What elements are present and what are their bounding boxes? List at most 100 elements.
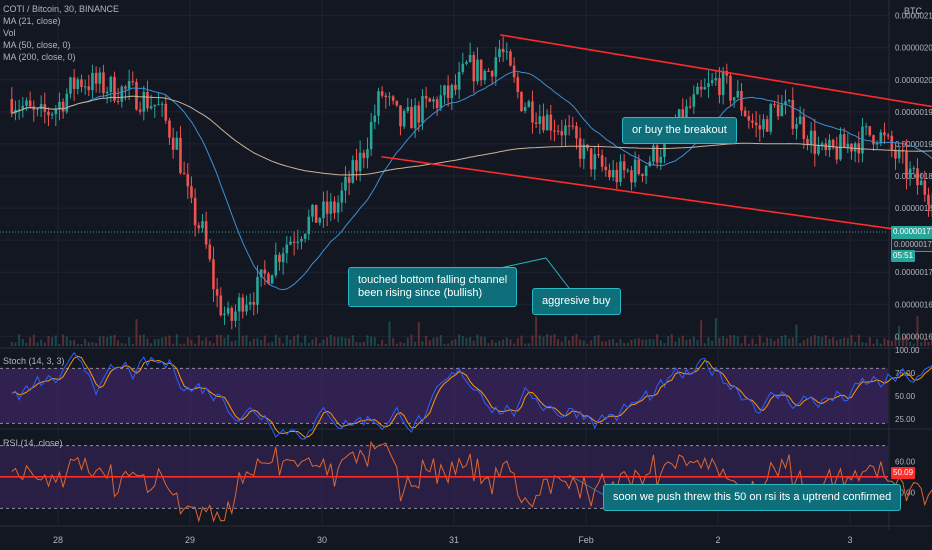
volume-bar bbox=[414, 341, 417, 346]
volume-bar bbox=[505, 337, 508, 346]
candle-body bbox=[663, 137, 666, 157]
candle-body bbox=[413, 105, 417, 129]
candle-body bbox=[197, 225, 201, 229]
candle-body bbox=[325, 201, 329, 214]
candle-body bbox=[215, 289, 219, 296]
volume-bar bbox=[454, 339, 457, 346]
volume-bar bbox=[582, 340, 585, 346]
volume-bar bbox=[425, 335, 428, 346]
stoch-k-line bbox=[11, 351, 932, 440]
candle-body bbox=[831, 139, 835, 148]
candle-body bbox=[54, 108, 58, 115]
volume-bar bbox=[480, 336, 483, 346]
volume-bar bbox=[421, 341, 424, 346]
volume-bar bbox=[667, 336, 670, 346]
volume-bar bbox=[65, 336, 68, 346]
legend-ma200[interactable]: MA (200, close, 0) bbox=[3, 52, 76, 62]
candle-body bbox=[875, 143, 879, 145]
candle-body bbox=[223, 313, 226, 316]
candle-body bbox=[47, 111, 50, 116]
volume-bar bbox=[784, 334, 787, 346]
candle-body bbox=[347, 177, 351, 183]
candle-body bbox=[21, 105, 25, 110]
volume-bar bbox=[846, 338, 849, 346]
candle-body bbox=[322, 201, 325, 219]
stoch-title[interactable]: Stoch (14, 3, 3) bbox=[3, 356, 65, 366]
x-tick-label: Feb bbox=[578, 535, 594, 545]
candle-body bbox=[571, 125, 575, 127]
candle-body bbox=[417, 105, 421, 123]
candle-body bbox=[289, 241, 292, 245]
volume-bar bbox=[623, 342, 626, 346]
candle-body bbox=[600, 155, 604, 167]
channel-lower-line[interactable] bbox=[381, 155, 932, 279]
legend-ma21[interactable]: MA (21, close) bbox=[3, 16, 61, 26]
candle-body bbox=[175, 137, 179, 150]
candle-body bbox=[355, 160, 358, 172]
volume-bar bbox=[762, 342, 765, 346]
volume-bar bbox=[711, 340, 714, 346]
channel-upper-line[interactable] bbox=[500, 34, 932, 170]
rsi-title[interactable]: RSI (14, close) bbox=[3, 438, 63, 448]
volume-bar bbox=[714, 317, 717, 346]
candle-body bbox=[186, 174, 190, 187]
candle-body bbox=[428, 98, 432, 102]
candle-body bbox=[615, 169, 619, 183]
candle-body bbox=[65, 93, 69, 112]
volume-bar bbox=[256, 338, 259, 346]
volume-bar bbox=[898, 325, 901, 346]
volume-bar bbox=[861, 342, 864, 346]
candle-body bbox=[270, 275, 274, 284]
volume-bar bbox=[586, 343, 589, 346]
candle-body bbox=[274, 254, 278, 276]
symbol-title[interactable]: COTI / Bitcoin, 30, BINANCE bbox=[3, 4, 120, 14]
callout-breakout[interactable]: or buy the breakout bbox=[622, 117, 737, 144]
volume-bar bbox=[216, 334, 219, 346]
callout-pointer bbox=[568, 474, 605, 496]
candle-body bbox=[633, 159, 637, 183]
candle-body bbox=[553, 130, 556, 132]
volume-bar bbox=[531, 335, 534, 346]
candle-body bbox=[406, 106, 410, 112]
candle-body bbox=[300, 238, 303, 242]
candle-body bbox=[534, 122, 538, 124]
volume-bar bbox=[692, 336, 695, 346]
last-price-badge: 0.00000177 bbox=[891, 226, 932, 238]
legend-ma50[interactable]: MA (50, close, 0) bbox=[3, 40, 71, 50]
x-tick-label: 30 bbox=[317, 535, 327, 545]
volume-bar bbox=[736, 336, 739, 346]
candle-body bbox=[828, 139, 831, 151]
candle-body bbox=[575, 126, 578, 139]
volume-bar bbox=[872, 343, 875, 346]
volume-bar bbox=[832, 336, 835, 346]
x-tick-label: 28 bbox=[53, 535, 63, 545]
rsi-line bbox=[11, 440, 932, 523]
volume-bar bbox=[722, 336, 725, 346]
volume-bar bbox=[223, 337, 226, 346]
callout-rsi-note[interactable]: soon we push threw this 50 on rsi its a … bbox=[603, 484, 902, 511]
volume-bar bbox=[381, 339, 384, 346]
volume-bar bbox=[542, 336, 545, 346]
volume-bar bbox=[212, 343, 215, 346]
candle-body bbox=[630, 170, 633, 183]
callout-aggressive-buy[interactable]: aggresive buy bbox=[532, 288, 621, 315]
candle-body bbox=[894, 149, 897, 159]
volume-bar bbox=[201, 340, 204, 346]
candle-body bbox=[809, 130, 813, 146]
volume-bar bbox=[227, 335, 230, 346]
legend-vol[interactable]: Vol bbox=[3, 28, 16, 38]
candle-body bbox=[714, 78, 718, 81]
volume-bar bbox=[142, 334, 145, 346]
candle-body bbox=[171, 137, 175, 150]
candle-body bbox=[263, 269, 267, 274]
candle-body bbox=[710, 80, 714, 84]
candle-body bbox=[98, 72, 102, 84]
callout-bottom-channel[interactable]: touched bottom falling channel been risi… bbox=[348, 267, 518, 307]
candle-body bbox=[446, 85, 450, 99]
candle-body bbox=[597, 154, 600, 156]
stoch-tick-label: 100.00 bbox=[895, 346, 920, 355]
candle-body bbox=[824, 143, 828, 151]
candle-body bbox=[303, 233, 307, 239]
volume-bar bbox=[392, 338, 395, 346]
